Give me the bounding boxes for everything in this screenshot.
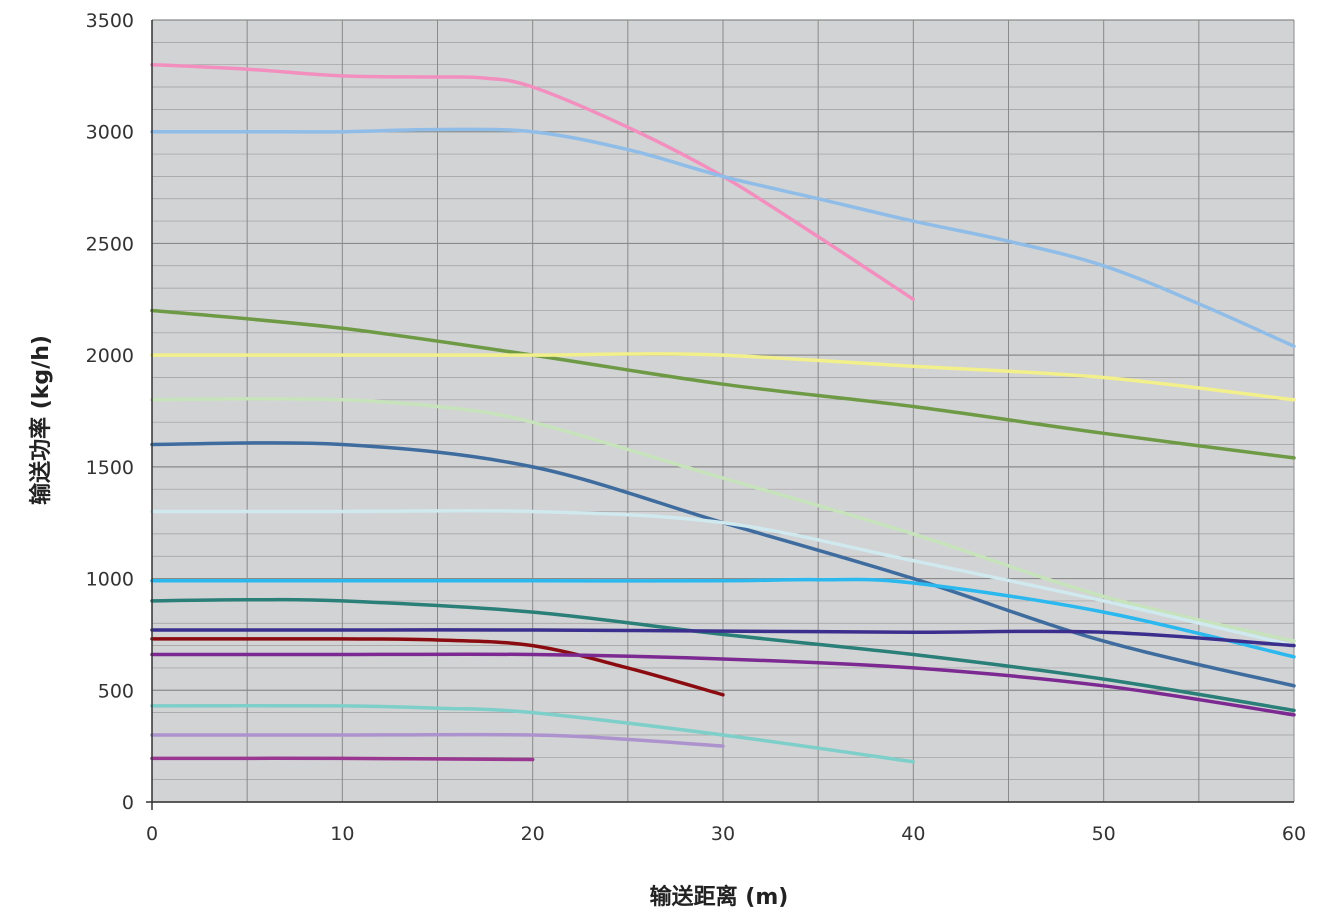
x-tick-label: 20 (521, 823, 545, 845)
y-tick-label: 3500 (86, 10, 134, 32)
x-tick-label: 10 (330, 823, 354, 845)
y-tick-label: 2500 (86, 233, 134, 255)
y-tick-label: 2000 (86, 345, 134, 367)
series-line-2 (150, 127, 1296, 348)
y-tick-label: 500 (98, 680, 134, 702)
x-tick-label: 0 (146, 823, 158, 845)
x-axis-title: 输送距离 (m) (650, 884, 789, 910)
series-line-10 (150, 628, 1296, 648)
series-layer (150, 62, 1296, 764)
y-tick-label: 1000 (86, 569, 134, 591)
y-tick-label: 0 (122, 792, 134, 814)
y-axis-ticks: 0 500 1000 1500 2000 2500 3000 3500 (86, 10, 134, 814)
x-tick-label: 30 (711, 823, 735, 845)
series-line-5 (150, 396, 1296, 643)
y-axis-title: 输送功率 (kg/h) (28, 335, 54, 505)
y-tick-label: 1500 (86, 457, 134, 479)
series-line-13 (150, 704, 916, 764)
x-tick-label: 40 (901, 823, 925, 845)
x-tick-label: 60 (1282, 823, 1306, 845)
series-line-12 (150, 652, 1296, 717)
x-tick-label: 50 (1092, 823, 1116, 845)
series-line-8 (150, 577, 1296, 659)
y-tick-label: 3000 (86, 122, 134, 144)
series-line-3 (150, 308, 1296, 460)
series-line-15 (150, 756, 535, 762)
x-axis-ticks: 0 10 20 30 40 50 60 (146, 823, 1306, 845)
axes (146, 20, 1294, 810)
series-line-4 (150, 352, 1296, 402)
series-line-7 (150, 508, 1296, 648)
series-line-14 (150, 732, 725, 748)
series-line-11 (150, 637, 725, 697)
series-line-1 (150, 62, 916, 302)
